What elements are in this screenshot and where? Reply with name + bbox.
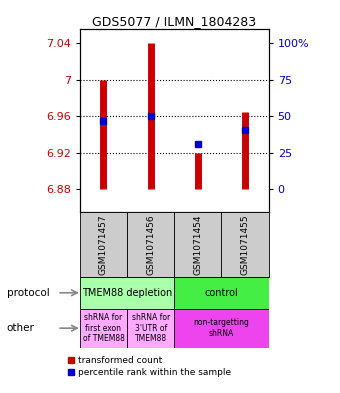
Bar — [174, 212, 221, 277]
Legend: transformed count, percentile rank within the sample: transformed count, percentile rank withi… — [67, 356, 232, 377]
Bar — [174, 309, 269, 348]
Text: GSM1071455: GSM1071455 — [240, 214, 250, 275]
Text: TMEM88 depletion: TMEM88 depletion — [82, 288, 172, 298]
Title: GDS5077 / ILMN_1804283: GDS5077 / ILMN_1804283 — [92, 15, 256, 28]
Text: control: control — [205, 288, 238, 298]
Text: GSM1071457: GSM1071457 — [99, 214, 108, 275]
Bar — [127, 309, 174, 348]
Text: shRNA for
3'UTR of
TMEM88: shRNA for 3'UTR of TMEM88 — [132, 313, 170, 343]
Text: GSM1071456: GSM1071456 — [146, 214, 155, 275]
Text: GSM1071454: GSM1071454 — [193, 215, 202, 275]
Bar — [221, 212, 269, 277]
Bar — [80, 309, 127, 348]
Bar — [127, 212, 174, 277]
Bar — [80, 277, 174, 309]
Text: other: other — [7, 323, 35, 333]
Text: non-targetting
shRNA: non-targetting shRNA — [193, 318, 249, 338]
Bar — [174, 277, 269, 309]
Text: shRNA for
first exon
of TMEM88: shRNA for first exon of TMEM88 — [83, 313, 124, 343]
Text: protocol: protocol — [7, 288, 50, 298]
Bar — [80, 212, 127, 277]
